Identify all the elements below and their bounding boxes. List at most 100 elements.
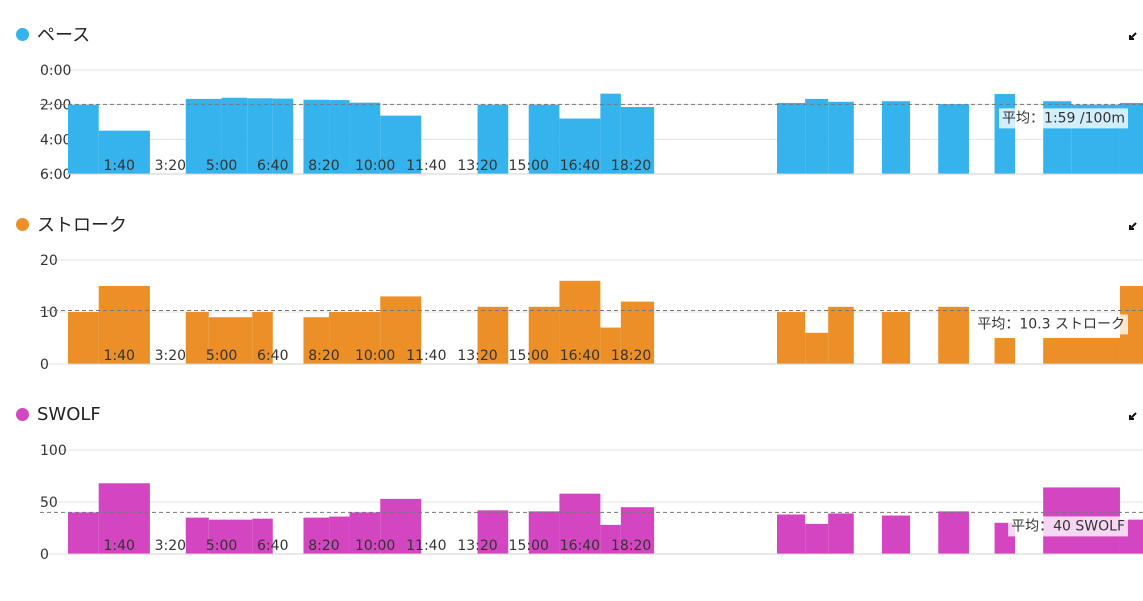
expand-icon[interactable] bbox=[1127, 220, 1139, 232]
x-tick-label: 10:00 bbox=[355, 158, 395, 174]
bar[interactable] bbox=[805, 523, 829, 554]
bar[interactable] bbox=[349, 512, 381, 554]
stroke-legend-dot bbox=[16, 217, 29, 231]
x-tick-label: 16:40 bbox=[560, 538, 600, 554]
bar[interactable] bbox=[994, 93, 1016, 174]
bar[interactable] bbox=[329, 516, 350, 554]
pace-title: ペース bbox=[16, 22, 90, 46]
x-tick-label: 6:40 bbox=[257, 538, 288, 554]
bar[interactable] bbox=[185, 517, 209, 554]
swolf-panel: SWOLF 100 50 0 1:40 3:20 5:00 6:40 8:20 10:00 11:… bbox=[0, 380, 1143, 570]
bar[interactable] bbox=[528, 104, 560, 174]
pace-panel: ペース 0:00 2:00 4:00 6:00 1:40 3:20 5:00 6:40 8:20… bbox=[0, 0, 1143, 190]
bar[interactable] bbox=[380, 115, 422, 174]
bar[interactable] bbox=[620, 301, 655, 364]
x-tick-label: 13:20 bbox=[457, 538, 497, 554]
svg-text:平均：10.3 ストローク: 平均：10.3 ストローク bbox=[977, 316, 1125, 332]
bar[interactable] bbox=[528, 511, 560, 554]
bar[interactable] bbox=[329, 312, 381, 364]
y-tick-label: 0 bbox=[40, 547, 49, 563]
bar[interactable] bbox=[380, 296, 422, 364]
swolf-title: SWOLF bbox=[16, 402, 101, 426]
bar[interactable] bbox=[208, 519, 253, 554]
y-tick-label: 0:00 bbox=[40, 63, 71, 79]
average-label: 平均：1:59 /100m bbox=[999, 108, 1128, 129]
bar[interactable] bbox=[938, 306, 969, 364]
bar[interactable] bbox=[1119, 286, 1143, 364]
x-tick-label: 1:40 bbox=[103, 158, 134, 174]
x-tick-label: 13:20 bbox=[457, 158, 497, 174]
bar[interactable] bbox=[600, 327, 621, 364]
stroke-panel: ストローク 20 10 0 1:40 3:20 5:00 6:40 8:20 10:00 11:4… bbox=[0, 190, 1143, 380]
x-tick-label: 6:40 bbox=[257, 348, 288, 364]
x-tick-label: 10:00 bbox=[355, 538, 395, 554]
bar[interactable] bbox=[881, 101, 911, 174]
bar[interactable] bbox=[620, 507, 655, 554]
bar[interactable] bbox=[559, 118, 601, 174]
bar[interactable] bbox=[994, 338, 1016, 364]
bar[interactable] bbox=[208, 317, 253, 364]
swolf-title-text: SWOLF bbox=[37, 403, 101, 425]
bar[interactable] bbox=[938, 104, 969, 174]
bar[interactable] bbox=[776, 102, 806, 174]
bar[interactable] bbox=[559, 280, 601, 364]
x-tick-label: 11:40 bbox=[406, 158, 446, 174]
bar[interactable] bbox=[477, 510, 509, 554]
bar[interactable] bbox=[303, 517, 330, 554]
pace-title-text: ペース bbox=[37, 25, 91, 46]
bar[interactable] bbox=[881, 515, 911, 554]
bar[interactable] bbox=[881, 312, 911, 364]
expand-icon[interactable] bbox=[1127, 30, 1139, 42]
bar[interactable] bbox=[98, 286, 150, 364]
x-tick-label: 5:00 bbox=[206, 158, 237, 174]
bar[interactable] bbox=[805, 98, 829, 174]
pace-legend-dot bbox=[16, 27, 29, 41]
bar[interactable] bbox=[252, 518, 273, 554]
bar[interactable] bbox=[477, 104, 509, 174]
bar[interactable] bbox=[600, 524, 621, 554]
bar[interactable] bbox=[221, 97, 248, 174]
x-tick-label: 8:20 bbox=[308, 348, 339, 364]
bar[interactable] bbox=[828, 513, 854, 554]
bar[interactable] bbox=[303, 317, 330, 364]
bar[interactable] bbox=[98, 130, 150, 174]
x-tick-label: 16:40 bbox=[560, 158, 600, 174]
x-tick-label: 15:00 bbox=[509, 348, 549, 364]
bar[interactable] bbox=[98, 483, 150, 554]
bar[interactable] bbox=[185, 312, 209, 364]
bar[interactable] bbox=[776, 514, 806, 554]
bar[interactable] bbox=[247, 98, 273, 174]
bar[interactable] bbox=[272, 98, 294, 174]
bar[interactable] bbox=[185, 98, 222, 174]
swolf-legend-dot bbox=[16, 407, 29, 421]
bar[interactable] bbox=[805, 332, 829, 364]
bar[interactable] bbox=[252, 312, 273, 364]
bar[interactable] bbox=[329, 100, 350, 174]
bar[interactable] bbox=[380, 498, 422, 554]
bar[interactable] bbox=[68, 312, 99, 364]
y-tick-label: 0 bbox=[40, 357, 49, 373]
bar[interactable] bbox=[528, 306, 560, 364]
bar[interactable] bbox=[600, 93, 621, 174]
y-tick-label: 10 bbox=[40, 305, 58, 321]
bar[interactable] bbox=[828, 306, 854, 364]
bar[interactable] bbox=[303, 99, 330, 174]
bar[interactable] bbox=[620, 106, 655, 174]
x-tick-label: 16:40 bbox=[560, 348, 600, 364]
bar[interactable] bbox=[349, 102, 381, 174]
bar[interactable] bbox=[828, 101, 854, 174]
x-tick-label: 5:00 bbox=[206, 348, 237, 364]
expand-icon[interactable] bbox=[1127, 410, 1139, 422]
bar[interactable] bbox=[938, 511, 969, 554]
bar[interactable] bbox=[1043, 338, 1120, 364]
x-tick-label: 1:40 bbox=[103, 538, 134, 554]
x-tick-label: 13:20 bbox=[457, 348, 497, 364]
bar[interactable] bbox=[477, 306, 509, 364]
x-tick-label: 18:20 bbox=[611, 538, 651, 554]
stroke-title: ストローク bbox=[16, 212, 127, 236]
bar[interactable] bbox=[68, 512, 99, 554]
bar[interactable] bbox=[68, 104, 99, 174]
bar[interactable] bbox=[559, 493, 601, 554]
y-tick-label: 2:00 bbox=[40, 98, 71, 114]
bar[interactable] bbox=[776, 312, 806, 364]
